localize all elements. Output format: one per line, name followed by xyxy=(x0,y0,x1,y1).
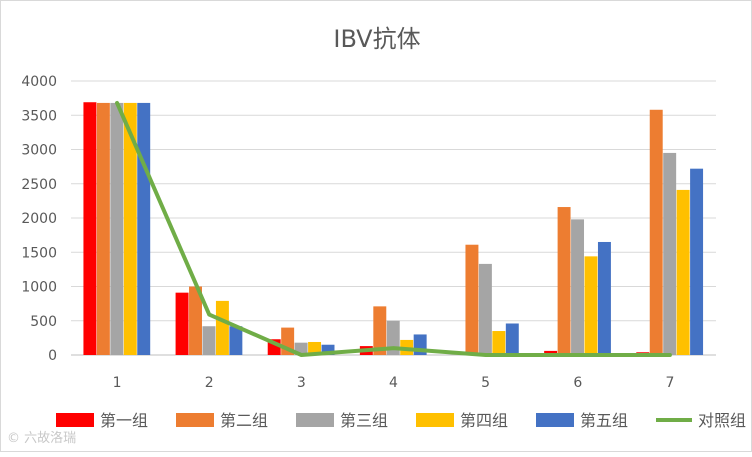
bar xyxy=(202,326,216,355)
bar xyxy=(676,189,690,355)
legend-swatch xyxy=(296,413,334,427)
bar xyxy=(373,306,387,355)
y-tick-label: 2500 xyxy=(21,177,57,193)
x-tick-label: 6 xyxy=(573,375,582,391)
line-series xyxy=(115,100,672,357)
y-tick-label: 3000 xyxy=(21,143,57,159)
y-tick-label: 500 xyxy=(30,314,57,330)
bar xyxy=(175,292,189,355)
bar xyxy=(229,326,243,355)
bar xyxy=(137,102,151,355)
legend-swatch xyxy=(416,413,454,427)
legend-swatch xyxy=(56,413,94,427)
bar xyxy=(189,286,202,355)
legend-label: 第四组 xyxy=(460,411,508,430)
chart-title: IBV抗体 xyxy=(333,25,420,53)
bar xyxy=(544,350,558,355)
bar xyxy=(465,244,479,355)
bar xyxy=(571,219,585,355)
x-tick-label: 2 xyxy=(205,375,214,391)
bar xyxy=(96,102,110,355)
series-line xyxy=(115,100,672,357)
bar xyxy=(597,241,611,355)
x-tick-label: 3 xyxy=(297,375,306,391)
bar xyxy=(321,344,335,355)
bar xyxy=(110,102,124,355)
legend-label: 第一组 xyxy=(100,411,148,430)
legend-swatch xyxy=(176,413,214,427)
y-tick-label: 2000 xyxy=(21,211,57,227)
legend-swatch xyxy=(536,413,574,427)
y-tick-labels: 0 500 1000 1500 2000 2500 3000 3500 4000 xyxy=(21,74,57,364)
y-tick-label: 0 xyxy=(48,348,57,364)
bars xyxy=(83,102,704,356)
bar xyxy=(492,331,506,355)
y-tick-label: 3500 xyxy=(21,108,57,124)
bar xyxy=(663,152,677,355)
watermark-text: © 六故洛瑞 xyxy=(7,431,77,446)
legend-label: 第三组 xyxy=(340,411,388,430)
y-tick-label: 1500 xyxy=(21,245,57,261)
bar xyxy=(478,263,492,355)
legend-label: 第五组 xyxy=(580,411,628,430)
bar xyxy=(584,256,598,355)
y-tick-label: 4000 xyxy=(21,74,57,90)
x-tick-labels: 1 2 3 4 5 6 7 xyxy=(113,375,675,391)
bar xyxy=(505,323,519,355)
bar xyxy=(690,168,704,355)
x-tick-label: 5 xyxy=(481,375,490,391)
y-tick-label: 1000 xyxy=(21,280,57,296)
bar xyxy=(308,341,322,355)
legend-label: 对照组 xyxy=(698,411,746,430)
bar xyxy=(123,102,137,355)
bar xyxy=(83,102,97,355)
x-tick-label: 1 xyxy=(113,375,122,391)
legend-label: 第二组 xyxy=(220,411,268,430)
bar xyxy=(649,109,663,356)
legend: 第一组 第二组 第三组 第四组 第五组 对照组 xyxy=(56,411,746,430)
bar xyxy=(215,300,229,355)
bar xyxy=(557,207,571,355)
x-tick-label: 4 xyxy=(389,375,398,391)
x-tick-label: 7 xyxy=(665,375,674,391)
